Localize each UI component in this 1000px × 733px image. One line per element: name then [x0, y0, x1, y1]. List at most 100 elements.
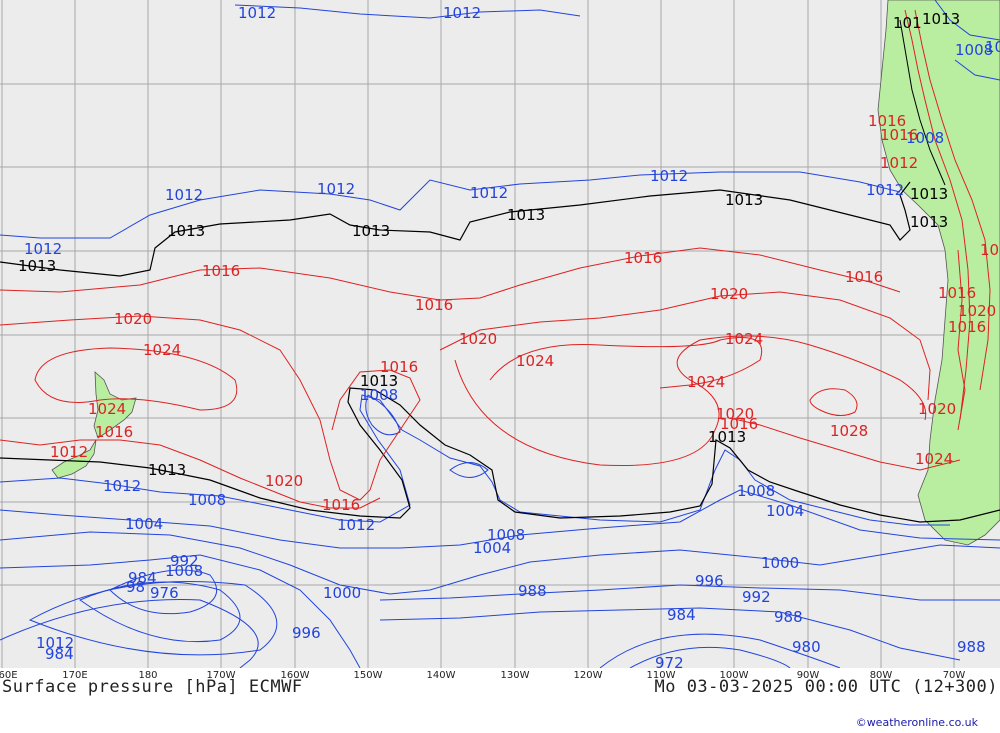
isobar-label: 1004	[473, 539, 511, 557]
graticule	[0, 0, 1000, 668]
high-pressure-isobars	[0, 247, 961, 509]
isobar-label: 1016	[624, 249, 662, 267]
isobar-label: 1016	[845, 268, 883, 286]
isobar-label: 988	[518, 582, 547, 600]
isobar-label: 1028	[830, 422, 868, 440]
isobar-label: 1016	[868, 112, 906, 130]
low-pressure-isobars	[0, 4, 1000, 668]
longitude-label: 180	[138, 670, 158, 681]
pressure-map: 1012 1012 1012 1012 1012 1012 1012 1012 …	[0, 0, 1000, 668]
high-isobar-labels: 1016 1016 1016 1016 1016 1016 1016 1016 …	[50, 112, 1000, 514]
isobar-label: 1012	[470, 184, 508, 202]
south-america-land	[877, 0, 1000, 546]
isobar-label: 1013	[352, 222, 390, 240]
isobar-label: 1016	[720, 415, 758, 433]
longitude-label: 150W	[353, 670, 383, 681]
isobar-label: 972	[655, 654, 684, 668]
forecast-timestamp: Mo 03-03-2025 00:00 UTC (12+300)	[654, 677, 998, 697]
isobar-label: 1016	[415, 296, 453, 314]
longitude-label: 80W	[869, 670, 893, 681]
isobar-label: 1012	[443, 4, 481, 22]
isobar-label: 1013	[360, 372, 398, 390]
longitude-label: 110W	[646, 670, 676, 681]
isobar-label: 1013	[148, 461, 186, 479]
isobar-label: 1024	[516, 352, 554, 370]
isobar-label: 1016	[95, 423, 133, 441]
isobar-label: 1013	[708, 428, 746, 446]
isobar-label: 996	[292, 624, 321, 642]
standard-isobar-labels: 1013 1013 1013 1013 1013 1013 1013 1013 …	[18, 10, 960, 479]
isobar-label: 984	[45, 645, 74, 663]
isobar-label: 1016	[938, 284, 976, 302]
isobar-label: 1024	[725, 330, 763, 348]
isobar-label: 1012	[650, 167, 688, 185]
isobar-label: 992	[742, 588, 771, 606]
isobar-label: 1016	[880, 126, 918, 144]
isobar-label: 1012	[238, 4, 276, 22]
isobar-label: 1013	[725, 191, 763, 209]
isobar-label: 1012	[317, 180, 355, 198]
isobar-label: 1008	[955, 41, 993, 59]
isobar-label: 1016	[322, 496, 360, 514]
longitude-label: 100W	[719, 670, 749, 681]
isobar-label: 1012	[24, 240, 62, 258]
isobar-label: 1004	[766, 502, 804, 520]
isobar-label: 980	[792, 638, 821, 656]
isobar-label: 1004	[125, 515, 163, 533]
isobar-label: 1016	[202, 262, 240, 280]
isobar-label: 1012	[866, 181, 904, 199]
north-island-nz	[93, 371, 137, 439]
south-island-nz	[51, 439, 97, 479]
isobar-label: 1000	[761, 554, 799, 572]
isobar-label: 101	[893, 14, 922, 32]
isobar-label: 1012	[36, 634, 74, 652]
isobar-label: 1008	[487, 526, 525, 544]
land-masses	[51, 0, 1000, 546]
isobar-label: 1013	[507, 206, 545, 224]
isobar-label: 1008	[165, 562, 203, 580]
isobar-label: 1013	[922, 10, 960, 28]
longitude-label: 170W	[206, 670, 236, 681]
longitude-label: 120W	[573, 670, 603, 681]
longitude-label: 170E	[62, 670, 88, 681]
isobar-label: 1020	[958, 302, 996, 320]
isobar-label: 1008	[906, 129, 944, 147]
isobar-label: 976	[150, 584, 179, 602]
isobar-label: 1012	[880, 154, 918, 172]
isobar-label: 1020	[918, 400, 956, 418]
isobar-label: 1008	[360, 386, 398, 404]
isobar-label: 984	[128, 569, 157, 587]
isobar-label: 996	[695, 572, 724, 590]
isobar-label: 1008	[737, 482, 775, 500]
isobar-label: 1020	[716, 405, 754, 423]
andes-contours	[899, 0, 1000, 431]
standard-isobars	[0, 181, 1000, 523]
map-frame[interactable]: 1012 1012 1012 1012 1012 1012 1012 1012 …	[0, 0, 1000, 668]
isobar-label: 988	[774, 608, 803, 626]
isobar-label: 1012	[103, 477, 141, 495]
isobar-label: 1020	[710, 285, 748, 303]
isobar-label: 1013	[18, 257, 56, 275]
isobar-label: 1012	[165, 186, 203, 204]
isobar-label: 1013	[910, 213, 948, 231]
isobar-label: 1013	[167, 222, 205, 240]
longitude-label: 140W	[426, 670, 456, 681]
isobar-label: 1016	[948, 318, 986, 336]
isobar-label: 1024	[143, 341, 181, 359]
isobar-label: 1008	[188, 491, 226, 509]
isobar-label: 1000	[323, 584, 361, 602]
longitude-label: 70W	[942, 670, 966, 681]
isobar-label: 1020	[459, 330, 497, 348]
isobar-label: 1024	[88, 400, 126, 418]
credit-link[interactable]: ©weatheronline.co.uk	[855, 716, 978, 729]
longitude-label: 130W	[500, 670, 530, 681]
map-title: Surface pressure [hPa] ECMWF	[2, 677, 303, 697]
longitude-label: 60E	[0, 670, 18, 681]
longitude-label: 90W	[796, 670, 820, 681]
isobar-label: 1012	[337, 516, 375, 534]
isobar-label: 992	[170, 552, 199, 570]
isobar-label: 1012	[50, 443, 88, 461]
low-isobar-labels: 1012 1012 1012 1012 1012 1012 1012 1012 …	[24, 4, 1000, 668]
isobar-label: 1024	[915, 450, 953, 468]
isobar-label: 988	[957, 638, 986, 656]
